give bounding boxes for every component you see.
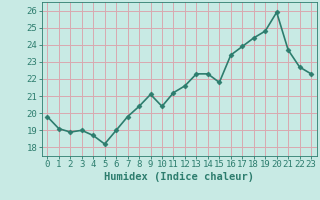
X-axis label: Humidex (Indice chaleur): Humidex (Indice chaleur) bbox=[104, 172, 254, 182]
